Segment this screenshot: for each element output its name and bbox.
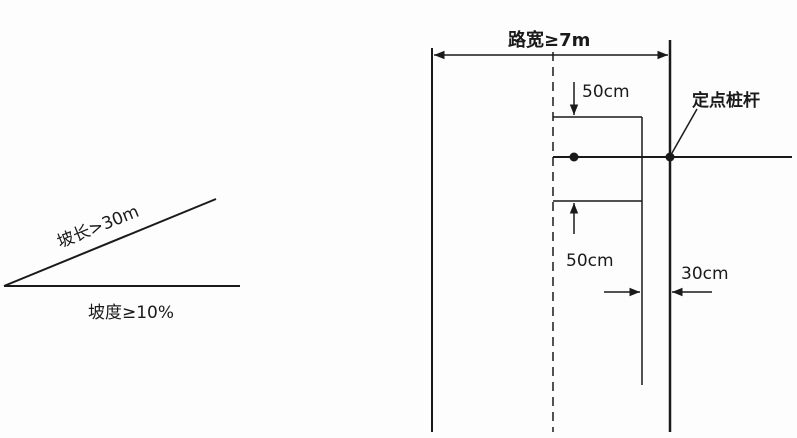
- road-width-label: 路宽≥7m: [508, 29, 590, 51]
- stake-label: 定点桩杆: [692, 90, 760, 111]
- top-offset-label: 50cm: [582, 82, 630, 102]
- slope-figure: 坡长>30m 坡度≥10%: [3, 198, 240, 323]
- slope-grade-label: 坡度≥10%: [88, 303, 174, 323]
- slope-length-label: 坡长>30m: [54, 202, 142, 253]
- stake-leader-line: [671, 108, 698, 154]
- bottom-offset-label: 50cm: [566, 251, 614, 271]
- slope-incline-line: [3, 198, 217, 287]
- road-figure: 路宽≥7m 50cm 50cm 30cm 定点桩杆: [431, 29, 792, 432]
- right-offset-label: 30cm: [681, 264, 729, 284]
- stake-point-edge: [665, 152, 675, 162]
- stake-point-inner: [569, 152, 579, 162]
